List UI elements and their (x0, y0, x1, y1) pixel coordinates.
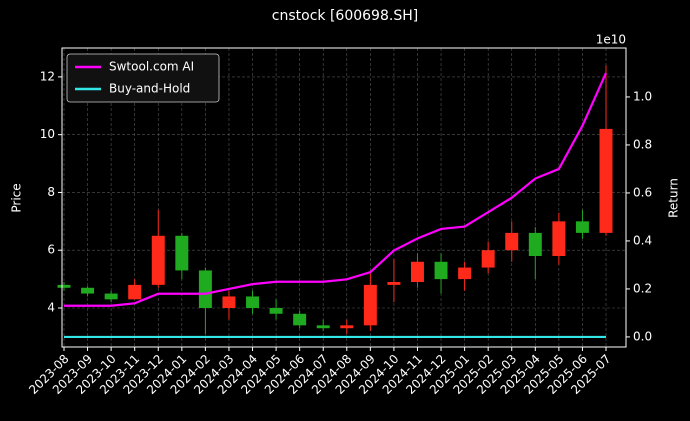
candle-body (293, 313, 307, 326)
candle-body (575, 221, 589, 233)
y2-offset-label: 1e10 (596, 33, 626, 47)
y2-tick-label: 0.4 (633, 233, 652, 247)
candle-body (458, 267, 472, 280)
candle-body (410, 261, 424, 282)
candle-body (481, 250, 495, 268)
candle-body (104, 293, 118, 300)
y-tick-label: 8 (47, 185, 55, 199)
y-tick-label: 4 (47, 301, 55, 315)
candle-body (552, 221, 566, 256)
candle-body (81, 287, 95, 294)
y-tick-label: 10 (40, 127, 55, 141)
candle-body (387, 282, 401, 285)
y2-axis-label: Return (667, 178, 681, 218)
candle-body (340, 325, 354, 329)
y-axis-label: Price (10, 183, 24, 212)
candle-body (599, 128, 613, 233)
chart-title: cnstock [600698.SH] (272, 8, 418, 24)
legend-label: Swtool.com AI (109, 60, 194, 74)
y-tick-label: 6 (47, 243, 55, 257)
y2-tick-label: 0.6 (633, 185, 652, 199)
legend-box (66, 53, 220, 103)
candle-body (363, 284, 377, 326)
candle-body (128, 284, 142, 300)
candle-body (57, 284, 71, 288)
y2-tick-label: 1.0 (633, 89, 652, 103)
y2-tick-label: 0.2 (633, 281, 652, 295)
candle-body (316, 325, 330, 329)
candle-body (528, 232, 542, 256)
y-tick-label: 12 (40, 69, 55, 83)
candle-body (505, 232, 519, 251)
candle-body (151, 235, 165, 285)
candle-body (222, 296, 236, 308)
legend-label: Buy-and-Hold (109, 82, 190, 96)
candle-body (175, 235, 189, 271)
plot-frame (61, 47, 627, 348)
candle-body (246, 296, 260, 308)
candle-body (269, 308, 283, 314)
candle-body (198, 270, 212, 308)
y2-tick-label: 0.8 (633, 137, 652, 151)
return-line (64, 72, 608, 307)
y2-tick-label: 0.0 (633, 329, 652, 343)
candle-body (434, 261, 448, 280)
